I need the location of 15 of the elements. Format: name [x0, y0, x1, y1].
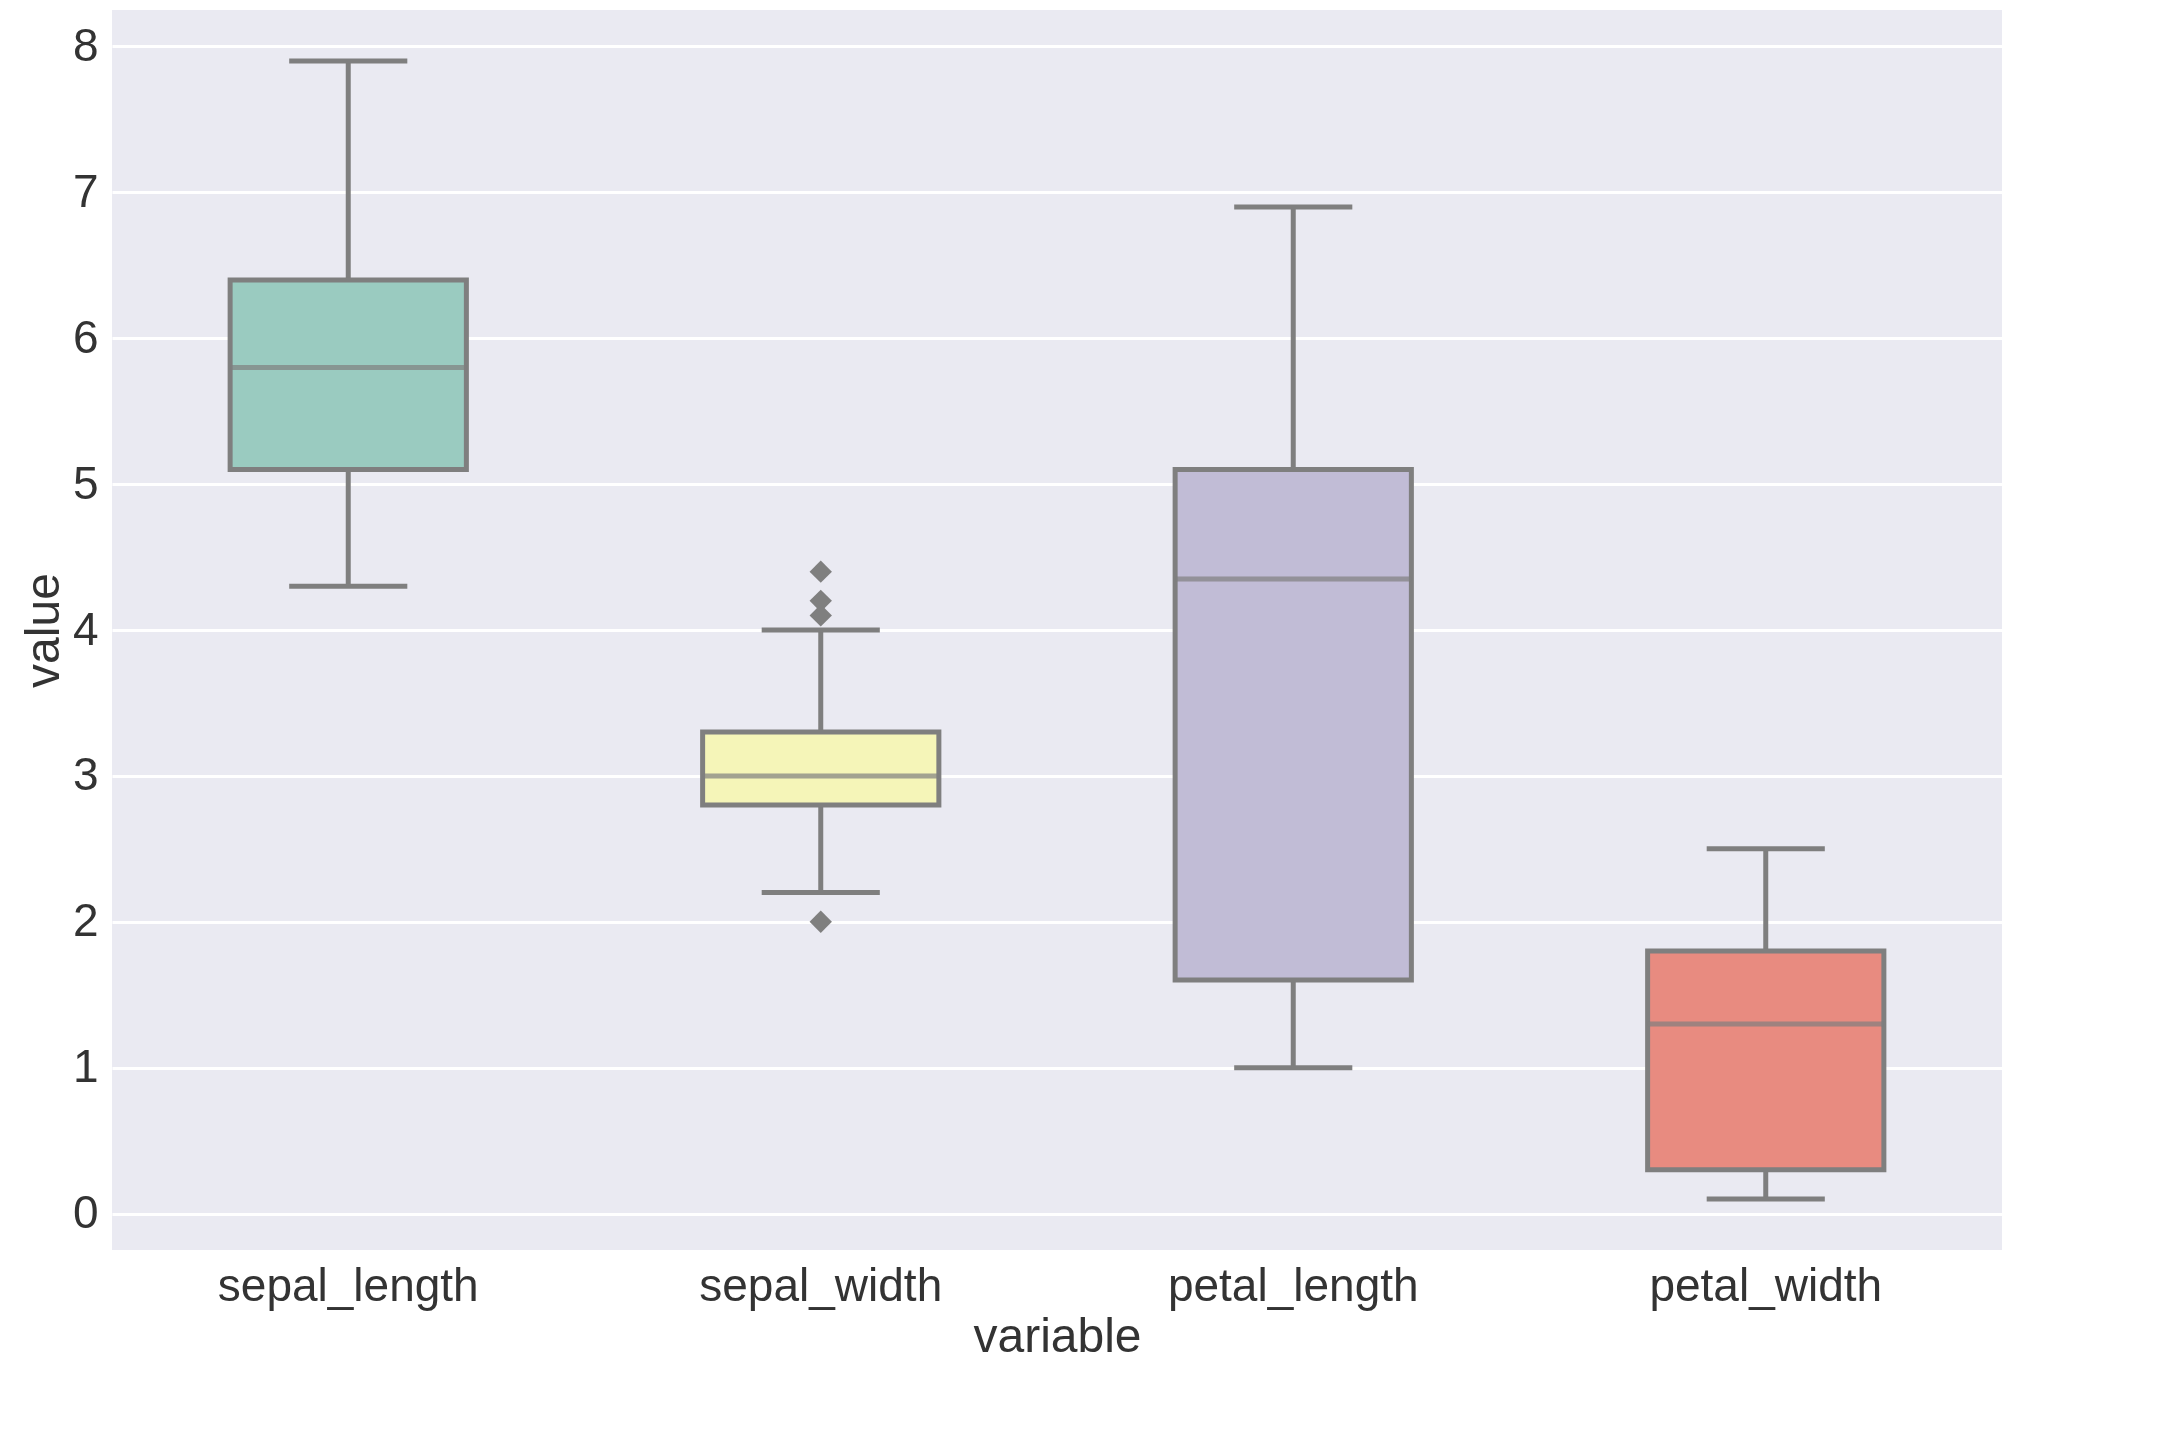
x-axis-title: variable	[973, 1308, 1142, 1362]
y-tick-label: 1	[72, 1040, 99, 1093]
y-axis-title: value	[15, 573, 69, 688]
x-tick-label: sepal_length	[217, 1258, 479, 1311]
x-tick-label: sepal_width	[699, 1258, 943, 1311]
x-tick-label: petal_width	[1649, 1258, 1883, 1311]
x-tick-label: petal_length	[1167, 1258, 1419, 1311]
y-tick-label: 8	[72, 18, 99, 71]
y-tick-label: 7	[72, 164, 99, 217]
y-tick-label: 6	[72, 310, 99, 363]
y-tick-label: 5	[72, 456, 99, 509]
y-tick-label: 4	[72, 602, 99, 655]
y-tick-label: 3	[72, 748, 99, 801]
y-tick-label: 2	[72, 894, 99, 947]
y-tick-label: 0	[72, 1186, 99, 1239]
